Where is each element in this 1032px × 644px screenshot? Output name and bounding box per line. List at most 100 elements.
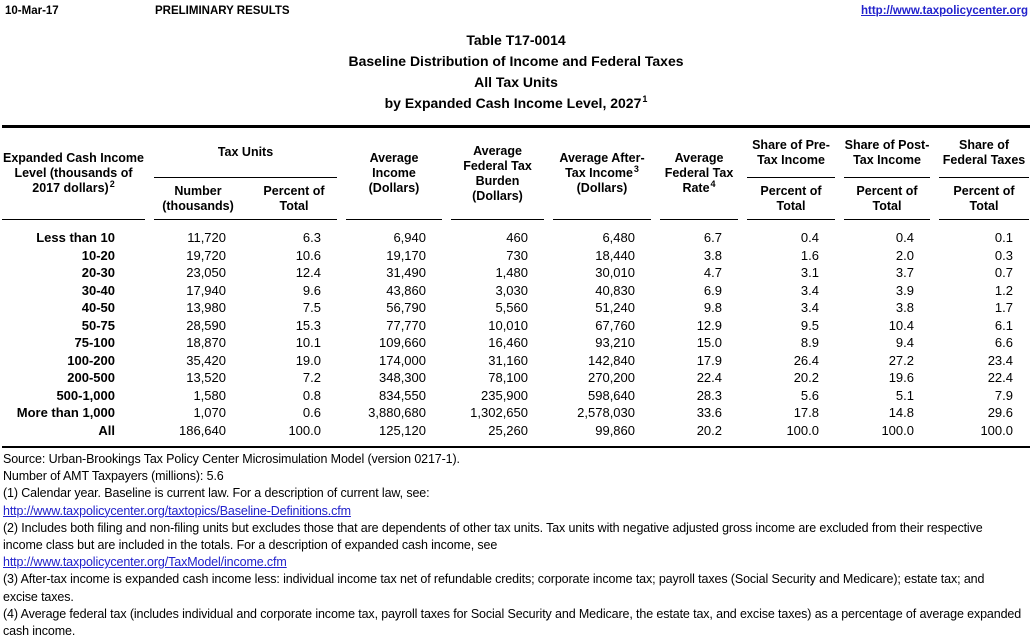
- value-cell: 3,880,680: [368, 405, 426, 420]
- footnote-text: (4) Average federal tax (includes indivi…: [3, 606, 1022, 621]
- value-cell: 0.3: [994, 247, 1013, 263]
- column-header-average-federal-tax-burden: Average Federal Tax Burden (Dollars): [451, 128, 544, 220]
- table-number-title: Table T17-0014: [466, 32, 566, 48]
- footnote-line: excise taxes.: [3, 589, 1029, 606]
- value-cell: 100.0: [786, 422, 819, 438]
- value-cell: 1.6: [800, 247, 819, 263]
- value-cell: 0.1: [994, 230, 1013, 245]
- footnote-line: Source: Urban-Brookings Tax Policy Cente…: [3, 451, 1029, 468]
- footnote-text: Source: Urban-Brookings Tax Policy Cente…: [3, 452, 460, 466]
- value-cell: 23,050: [186, 265, 226, 280]
- value-cell: 174,000: [379, 352, 426, 368]
- column-header-average-income: Average Income (Dollars): [346, 128, 442, 220]
- value-cell: 348,300: [379, 370, 426, 385]
- value-cell: 186,640: [179, 422, 226, 438]
- row-label-income-level: 50-75: [81, 317, 115, 333]
- preliminary-results-label: PRELIMINARY RESULTS: [155, 5, 290, 17]
- footnote-ref-2: 2: [109, 178, 115, 189]
- value-cell: 26.4: [793, 352, 819, 368]
- value-cell: 834,550: [379, 387, 426, 403]
- value-cell: 18,870: [186, 335, 226, 350]
- row-label-income-level: 20-30: [81, 265, 115, 280]
- column-header-share-fed-percent-of-total: Percent of Total: [939, 178, 1029, 220]
- value-cell: 28.3: [696, 387, 722, 403]
- value-cell: 10,010: [488, 317, 528, 333]
- footnote-line: (4) Average federal tax (includes indivi…: [3, 606, 1029, 623]
- table-row: 20-30 23,050 12.4 31,490 1,480 30,010 4.7 3.1 3.…: [2, 264, 1030, 282]
- value-cell: 30,010: [595, 265, 635, 280]
- value-cell: 1.7: [994, 300, 1013, 315]
- value-cell: 18,440: [595, 247, 635, 263]
- value-cell: 20.2: [696, 422, 722, 438]
- value-cell: 56,790: [386, 300, 426, 315]
- table-top-divider: [2, 125, 1030, 128]
- footnote-link[interactable]: http://www.taxpolicycenter.org/taxtopics…: [3, 503, 351, 518]
- column-header-share-pre-percent-of-total: Percent of Total: [747, 178, 835, 220]
- value-cell: 99,860: [595, 422, 635, 438]
- value-cell: 9.5: [800, 317, 819, 333]
- value-cell: 7.2: [302, 370, 321, 385]
- footnote-text: excise taxes.: [3, 589, 74, 604]
- value-cell: 100.0: [288, 422, 321, 438]
- value-cell: 10.1: [295, 335, 321, 350]
- value-cell: 598,640: [588, 387, 635, 403]
- value-cell: 109,660: [379, 335, 426, 350]
- value-cell: 6.7: [703, 230, 722, 245]
- value-cell: 6.6: [994, 335, 1013, 350]
- value-cell: 15.0: [696, 335, 722, 350]
- value-cell: 7.5: [302, 300, 321, 315]
- value-cell: 0.8: [302, 387, 321, 403]
- column-header-number-thousands: Number (thousands): [162, 183, 234, 213]
- table-body: Less than 10 11,720 6.3 6,940 460 6,480 6.7 0.4…: [2, 229, 1030, 439]
- table-row: More than 1,000 1,070 0.6 3,880,680 1,302,65…: [2, 404, 1030, 422]
- value-cell: 17.8: [793, 405, 819, 420]
- value-cell: 19.6: [888, 370, 914, 385]
- taxpolicycenter-link[interactable]: http://www.taxpolicycenter.org: [861, 5, 1028, 17]
- value-cell: 6,940: [393, 230, 426, 245]
- value-cell: 27.2: [888, 352, 914, 368]
- value-cell: 9.4: [895, 335, 914, 350]
- table-row: All 186,640 100.0 125,120 25,260 99,860 20.2 10…: [2, 422, 1030, 440]
- value-cell: 0.4: [895, 230, 914, 245]
- value-cell: 1,302,650: [470, 405, 528, 420]
- column-group-tax-units: Tax Units: [154, 128, 337, 178]
- footnote-ref-1: 1: [642, 94, 648, 105]
- value-cell: 3.1: [800, 265, 819, 280]
- footnote-link[interactable]: http://www.taxpolicycenter.org/TaxModel/…: [3, 555, 287, 570]
- value-cell: 3.4: [800, 300, 819, 315]
- footnote-text: Number of AMT Taxpayers (millions): 5.6: [3, 469, 224, 484]
- value-cell: 51,240: [595, 300, 635, 315]
- value-cell: 93,210: [595, 335, 635, 350]
- row-label-income-level: 10-20: [81, 247, 115, 263]
- value-cell: 25,260: [488, 422, 528, 438]
- table-row: 50-75 28,590 15.3 77,770 10,010 67,760 12.9 9.5…: [2, 317, 1030, 335]
- column-header-average-federal-tax-rate: Average Federal Tax Rate4: [660, 128, 738, 220]
- table-bottom-divider: [2, 446, 1030, 448]
- value-cell: 270,200: [588, 370, 635, 385]
- value-cell: 43,860: [386, 282, 426, 298]
- footnote-line: Number of AMT Taxpayers (millions): 5.6: [3, 468, 1029, 485]
- footnotes: Source: Urban-Brookings Tax Policy Cente…: [2, 448, 1030, 640]
- value-cell: 0.4: [800, 230, 819, 245]
- value-cell: 2,578,030: [577, 405, 635, 420]
- footnote-text: (2) Includes both filing and non-filing …: [3, 520, 983, 535]
- value-cell: 7.9: [994, 387, 1013, 403]
- table-row: 500-1,000 1,580 0.8 834,550 235,900 598,640 28…: [2, 387, 1030, 405]
- value-cell: 1,480: [495, 265, 528, 280]
- value-cell: 28,590: [186, 317, 226, 333]
- table-row: 100-200 35,420 19.0 174,000 31,160 142,840 17.…: [2, 352, 1030, 370]
- row-label-income-level: 200-500: [67, 370, 115, 385]
- row-label-income-level: 30-40: [81, 282, 115, 298]
- value-cell: 67,760: [595, 317, 635, 333]
- value-cell: 31,490: [386, 265, 426, 280]
- value-cell: 14.8: [888, 405, 914, 420]
- value-cell: 0.6: [302, 405, 321, 420]
- value-cell: 3,030: [495, 282, 528, 298]
- value-cell: 6.9: [703, 282, 722, 298]
- table-header: Expanded Cash Income Level (thousands of…: [2, 128, 1030, 220]
- value-cell: 22.4: [987, 370, 1013, 385]
- value-cell: 3.8: [703, 247, 722, 263]
- title-block: Table T17-0014 Baseline Distribution of …: [2, 30, 1030, 114]
- value-cell: 33.6: [696, 405, 722, 420]
- value-cell: 19,170: [386, 247, 426, 263]
